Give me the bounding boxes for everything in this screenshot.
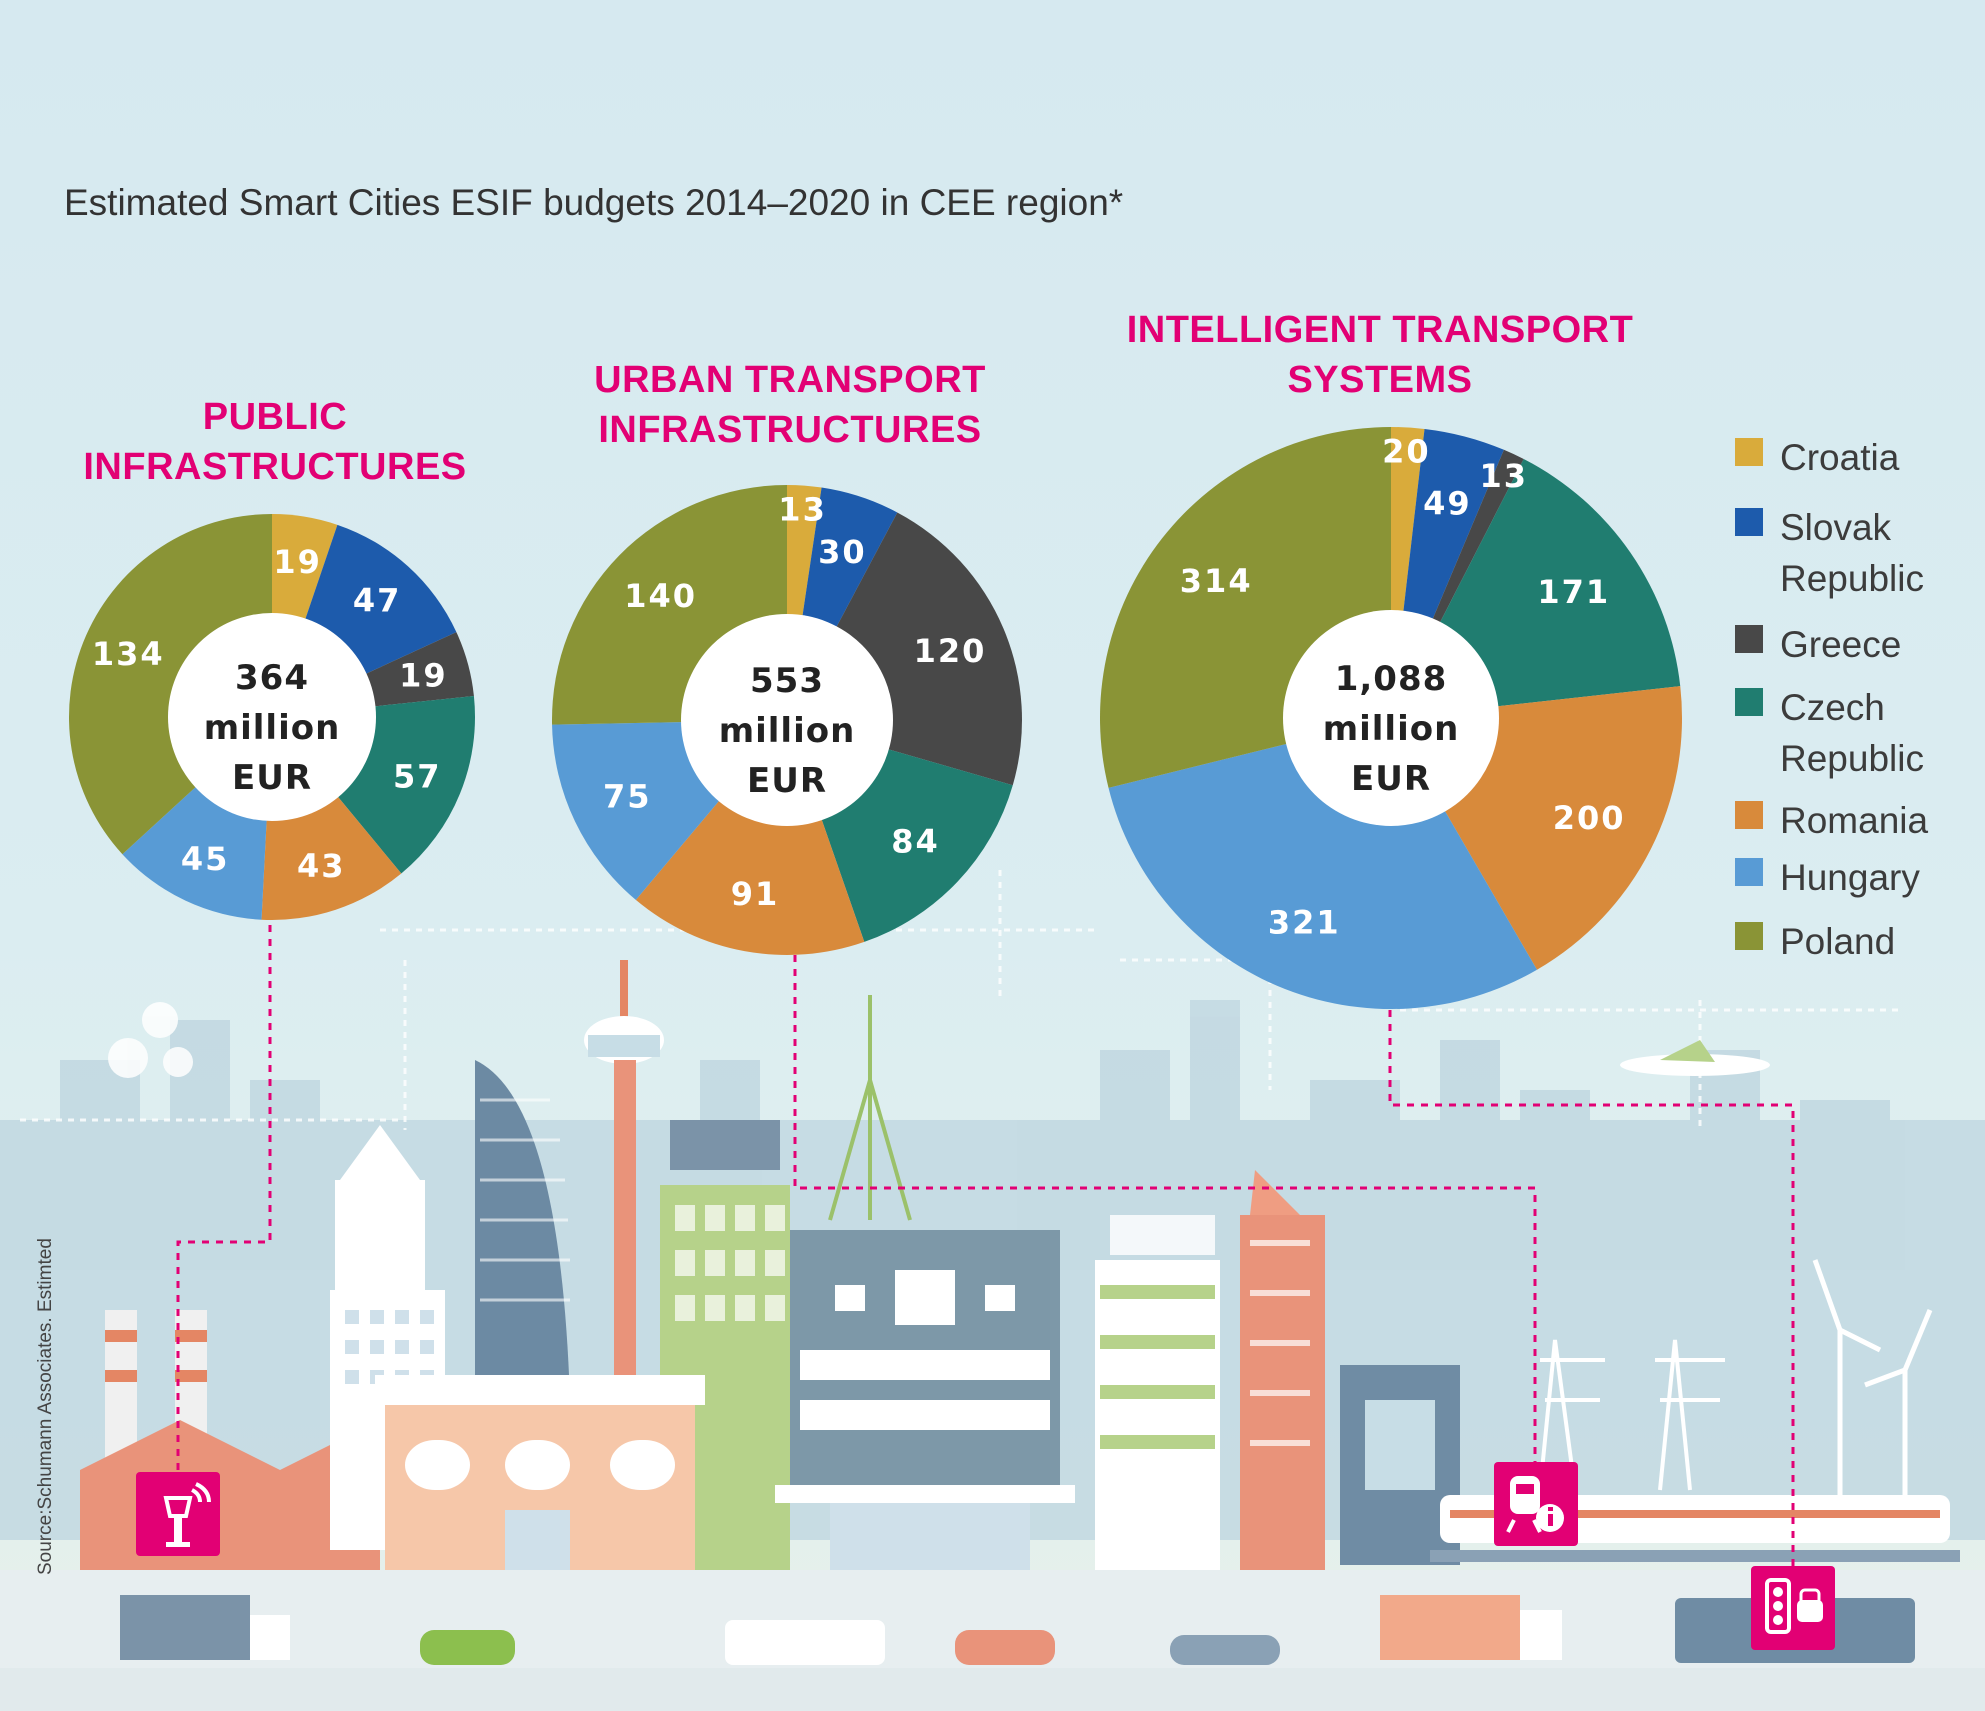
gear-icon [108,1002,193,1078]
street-lamp-icon [136,1472,220,1556]
pie-total-label: million [204,708,341,748]
pie-data-label: 140 [624,577,697,615]
pie-data-label: 45 [181,840,230,878]
page-title: Estimated Smart Cities ESIF budgets 2014… [64,182,1124,223]
pie-data-label: 19 [399,656,448,694]
source-note: Source:Schumann Associates. Estimted [35,1238,56,1575]
pie-data-label: 57 [393,757,442,795]
pie-center-hole [1283,610,1499,826]
legend-label: Romania [1780,800,1929,841]
pie-data-label: 75 [603,777,652,815]
radio-mast [828,995,912,1221]
pie-total-label: EUR [1351,759,1431,799]
chart-title-public: PUBLIC INFRASTRUCTURES [80,392,470,492]
tv-tower [584,960,664,1420]
pie-total-label: EUR [232,758,312,798]
pie-data-label: 43 [297,847,346,885]
pie-data-label: 134 [92,635,165,673]
legend-swatch [1735,922,1763,950]
legend-label: Czech Republic [1780,687,1924,779]
pie-data-label: 91 [731,875,780,913]
chart-title-line: INTELLIGENT TRANSPORT [1126,309,1634,351]
brick-tower [1240,1170,1325,1575]
legend-label: Poland [1780,921,1896,962]
pie-data-label: 84 [891,823,940,861]
pie-total-label: EUR [747,761,827,801]
chart-title-its: INTELLIGENT TRANSPORT SYSTEMS [1120,305,1640,405]
pie-data-label: 30 [818,533,867,571]
legend-swatch [1735,858,1763,886]
legend-item-poland: Poland [1735,916,1895,967]
pie-data-label: 314 [1180,562,1253,600]
pie-data-label: 19 [273,543,322,581]
legend-item-slovak-republic: Slovak Republic [1735,502,1924,604]
train-info-icon [1494,1462,1578,1546]
chart-title-line: INFRASTRUCTURES [598,409,982,451]
chart-title-line: INFRASTRUCTURES [83,446,467,488]
legend-swatch [1735,801,1763,829]
pie-data-label: 49 [1423,484,1472,522]
traffic-light-icon [1751,1566,1835,1650]
plant-tower [1095,1215,1220,1575]
chart-title-line: URBAN TRANSPORT [594,359,986,401]
legend-item-czech-republic: Czech Republic [1735,682,1924,784]
connector-lines [176,925,1795,1568]
legend-swatch [1735,508,1763,536]
hospital-building [775,1230,1075,1573]
pie-slice [68,514,272,855]
legend-item-romania: Romania [1735,795,1928,846]
pie-chart-1: 13 30 120 84 91 75 140 553 million EUR [552,485,1022,955]
pie-total-label: 1,088 [1335,659,1448,699]
shop-building [375,1375,705,1570]
chart-title-urban: URBAN TRANSPORT INFRASTRUCTURES [580,355,1000,455]
pie-center-hole [168,613,376,821]
pie-data-label: 120 [914,632,987,670]
legend-label: Greece [1780,624,1902,665]
pie-data-label: 200 [1553,799,1626,837]
pie-total-label: million [1323,709,1460,749]
pie-data-label: 13 [1479,457,1528,495]
legend-item-hungary: Hungary [1735,852,1920,903]
pie-total-label: million [719,711,856,751]
chart-title-line: PUBLIC [202,396,348,438]
pie-center-hole [681,614,893,826]
pie-data-label: 13 [778,491,827,529]
chart-title-line: SYSTEMS [1287,359,1473,401]
green-building [660,1120,790,1575]
legend-swatch [1735,688,1763,716]
pie-data-label: 321 [1268,903,1341,941]
legend-item-greece: Greece [1735,619,1901,670]
pie-data-label: 47 [353,581,402,619]
pie-total-label: 364 [235,658,309,698]
legend-item-croatia: Croatia [1735,432,1899,483]
pie-data-label: 171 [1537,573,1610,611]
pie-chart-0: 19 47 19 57 43 45 134 364 million EUR [68,514,475,920]
pie-data-label: 20 [1382,432,1431,470]
wind-turbines [1812,1259,1933,1520]
power-pylons [1538,1339,1725,1491]
legend-swatch [1735,438,1763,466]
pie-total-label: 553 [750,661,824,701]
legend-label: Hungary [1780,857,1920,898]
legend-swatch [1735,625,1763,653]
legend-label: Slovak Republic [1780,507,1924,599]
legend-label: Croatia [1780,437,1900,478]
airplane [1620,1040,1770,1076]
